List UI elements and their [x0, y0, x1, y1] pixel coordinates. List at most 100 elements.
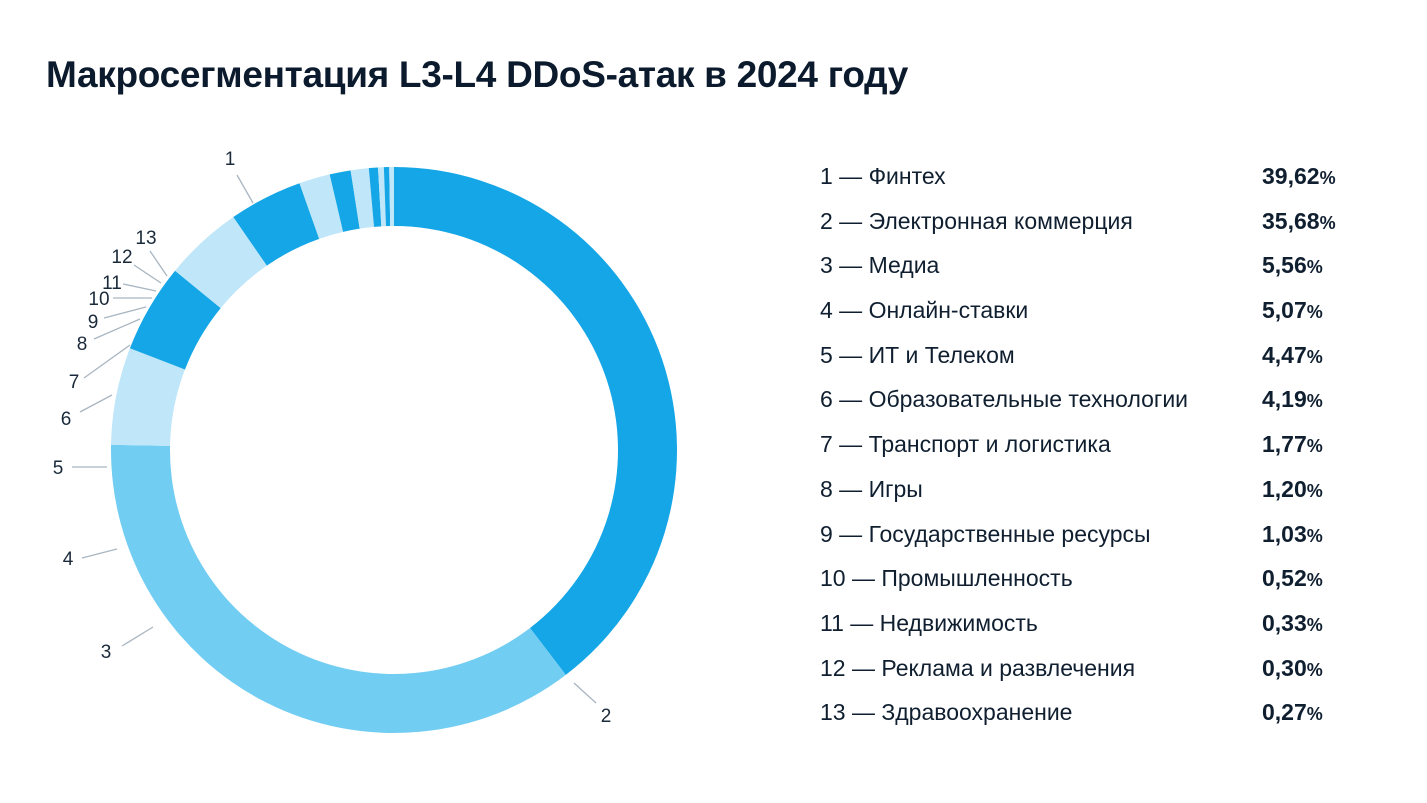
legend-value: 5,07% — [1262, 297, 1323, 324]
legend-item-12: 12 — Реклама и развлечения 0,30% — [820, 647, 1380, 692]
legend-label: 11 — Недвижимость — [820, 609, 1038, 636]
donut-slice-1 — [394, 167, 678, 675]
callout-line-8 — [93, 318, 141, 340]
legend-label: 7 — Транспорт и логистика — [820, 431, 1111, 458]
legend-value: 4,19% — [1262, 386, 1323, 413]
legend-value-number: 39,62 — [1262, 163, 1320, 189]
legend-value-number: 5,56 — [1262, 252, 1307, 279]
legend-value-unit: % — [1319, 168, 1336, 188]
callout-number-1: 1 — [225, 149, 236, 170]
donut-slice-6 — [233, 183, 320, 266]
callout-number-6: 6 — [61, 409, 72, 430]
legend-value: 39,62% — [1262, 163, 1336, 190]
legend-value: 0,27% — [1262, 699, 1323, 726]
donut-slice-11 — [378, 167, 386, 227]
legend-value-unit: % — [1306, 257, 1323, 278]
legend-value-number: 0,27 — [1262, 699, 1307, 726]
legend-value-number: 4,19 — [1262, 386, 1307, 413]
legend-item-10: 10 — Промышленность 0,52% — [820, 557, 1380, 602]
chart-title: Макросегментация L3-L4 DDoS-атак в 2024 … — [46, 54, 909, 95]
callout-number-10: 10 — [88, 289, 109, 310]
legend-value-number: 1,77 — [1262, 431, 1307, 458]
callout-line-6 — [79, 394, 113, 413]
legend-value-number: 0,30 — [1262, 654, 1307, 681]
legend-value-unit: % — [1319, 212, 1336, 233]
callout-number-13: 13 — [135, 228, 156, 249]
donut-slice-10 — [368, 167, 382, 227]
legend-value-unit: % — [1306, 614, 1323, 635]
legend-value-unit: % — [1306, 302, 1323, 323]
legend-value-number: 35,68 — [1262, 207, 1320, 234]
legend-item-13: 13 — Здравоохранение 0,27% — [820, 691, 1380, 736]
callout-line-2 — [573, 682, 597, 704]
legend-value: 0,52% — [1262, 565, 1323, 592]
donut-slice-2 — [111, 444, 566, 733]
donut-slice-13 — [389, 167, 394, 227]
legend-item-2: 2 — Электронная коммерция 35,68% — [820, 200, 1380, 245]
legend-label: 4 — Онлайн-ставки — [820, 297, 1029, 324]
legend-value-unit: % — [1306, 570, 1323, 591]
callout-line-13 — [149, 250, 168, 277]
legend-value: 0,33% — [1262, 610, 1323, 637]
legend-value-unit: % — [1306, 391, 1323, 412]
legend-value-unit: % — [1306, 436, 1323, 457]
callout-number-4: 4 — [63, 549, 74, 570]
callout-number-12: 12 — [111, 247, 132, 268]
legend-value: 35,68% — [1262, 208, 1336, 235]
legend-item-7: 7 — Транспорт и логистика 1,77% — [820, 423, 1380, 468]
legend-label: 8 — Игры — [820, 475, 923, 502]
legend-value-number: 0,33 — [1262, 609, 1307, 636]
donut-slice-5 — [175, 217, 267, 309]
legend-value-number: 1,20 — [1262, 475, 1307, 502]
legend-value-unit: % — [1306, 704, 1323, 725]
legend-item-9: 9 — Государственные ресурсы 1,03% — [820, 513, 1380, 558]
legend-value-unit: % — [1306, 480, 1323, 501]
callout-line-9 — [103, 306, 147, 319]
callout-number-9: 9 — [88, 312, 99, 333]
donut-slice-8 — [329, 170, 360, 232]
callout-number-3: 3 — [101, 642, 112, 663]
legend-value: 1,03% — [1262, 521, 1323, 548]
legend-label: 13 — Здравоохранение — [820, 699, 1073, 726]
legend-value-unit: % — [1306, 659, 1323, 680]
legend-item-6: 6 — Образовательные технологии 4,19% — [820, 378, 1380, 423]
legend-item-3: 3 — Медиа 5,56% — [820, 244, 1380, 289]
legend-label: 9 — Государственные ресурсы — [820, 520, 1151, 547]
legend-value: 1,20% — [1262, 476, 1323, 503]
legend-label: 10 — Промышленность — [820, 565, 1073, 592]
legend-item-1: 1 — Финтех 39,62% — [820, 155, 1380, 200]
legend-value-number: 1,03 — [1262, 520, 1307, 547]
callout-number-7: 7 — [69, 372, 80, 393]
legend-value-number: 0,52 — [1262, 565, 1307, 592]
legend-label: 12 — Реклама и развлечения — [820, 654, 1136, 681]
legend-value-number: 4,47 — [1262, 341, 1307, 368]
donut-slice-7 — [299, 174, 344, 239]
legend-value-number: 5,07 — [1262, 297, 1307, 324]
legend-item-11: 11 — Недвижимость 0,33% — [820, 602, 1380, 647]
donut-slice-9 — [350, 168, 375, 229]
legend-value: 5,56% — [1262, 252, 1323, 279]
legend: 1 — Финтех 39,62% 2 — Электронная коммерци… — [820, 155, 1380, 736]
callout-line-1 — [236, 174, 254, 204]
donut-slice-3 — [111, 348, 185, 446]
legend-label: 1 — Финтех — [820, 163, 946, 189]
donut-slice-4 — [129, 270, 221, 370]
callout-line-4 — [81, 548, 118, 559]
legend-label: 5 — ИТ и Телеком — [820, 341, 1015, 368]
legend-value: 0,30% — [1262, 655, 1323, 682]
legend-value-unit: % — [1306, 346, 1323, 367]
callout-line-11 — [122, 283, 157, 292]
legend-item-5: 5 — ИТ и Телеком 4,47% — [820, 334, 1380, 379]
legend-value: 4,47% — [1262, 342, 1323, 369]
callout-line-12 — [133, 264, 162, 284]
callout-number-8: 8 — [77, 334, 88, 355]
callout-line-7 — [83, 344, 131, 379]
callout-number-5: 5 — [53, 458, 64, 479]
callout-number-2: 2 — [601, 706, 612, 727]
callout-line-3 — [121, 626, 154, 647]
legend-value: 1,77% — [1262, 431, 1323, 458]
legend-label: 6 — Образовательные технологии — [820, 386, 1189, 413]
legend-label: 3 — Медиа — [820, 252, 940, 279]
legend-label: 2 — Электронная коммерция — [820, 207, 1133, 234]
